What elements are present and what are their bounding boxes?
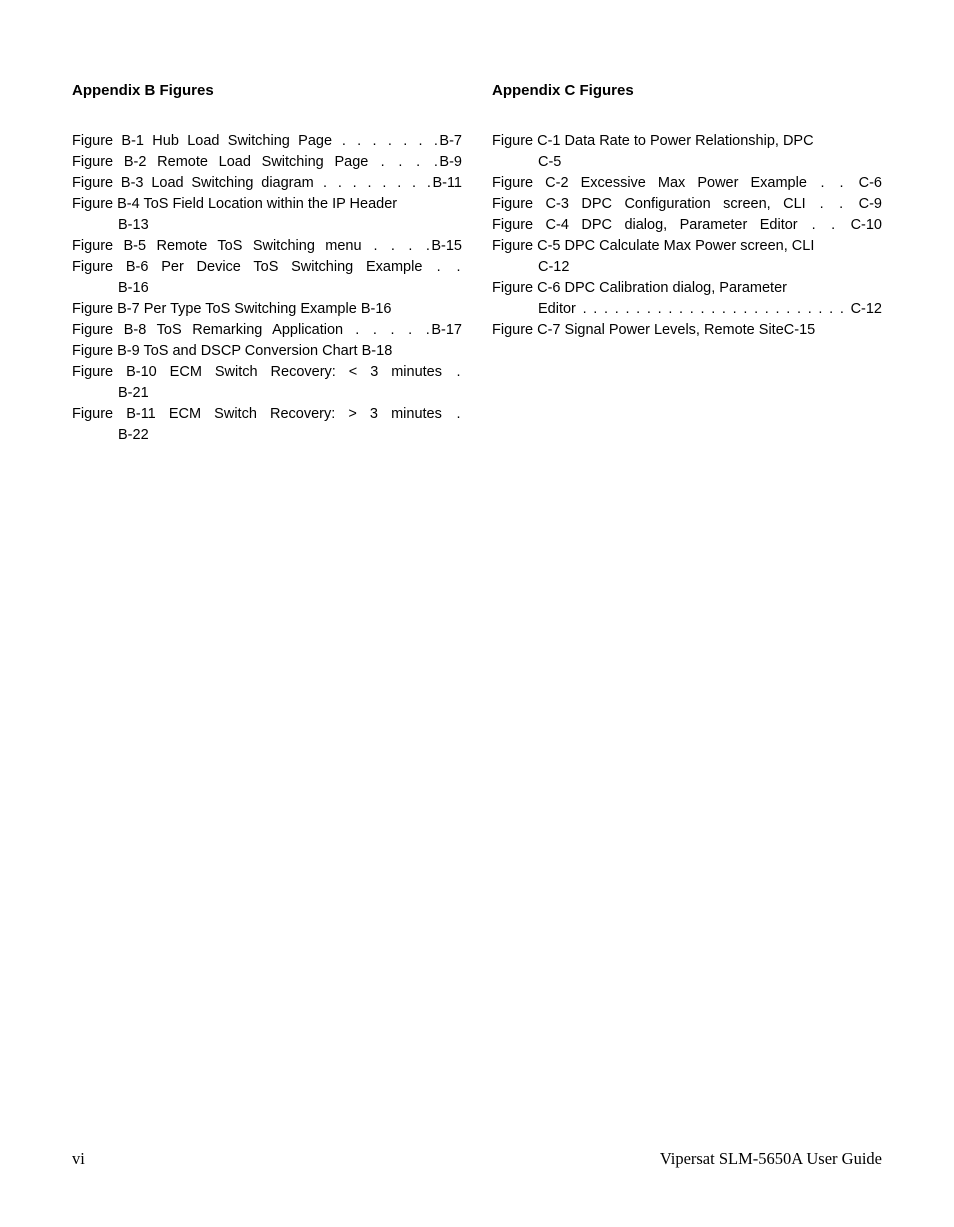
entry-dots: . . . . . bbox=[343, 322, 431, 338]
footer: vi Vipersat SLM-5650A User Guide bbox=[72, 1149, 882, 1169]
entry-text: Remote Load Switching Page bbox=[157, 154, 368, 170]
toc-entry: Figure C-2 Excessive Max Power Example .… bbox=[492, 173, 882, 194]
entry-prefix: Figure B-2 bbox=[72, 154, 157, 170]
entry-text: Excessive Max Power Example bbox=[581, 175, 807, 191]
toc-entry: Figure B-6 Per Device ToS Switching Exam… bbox=[72, 257, 462, 278]
entry-prefix: Figure B-9 bbox=[72, 343, 143, 359]
entry-dots: . . bbox=[807, 175, 859, 191]
entry-prefix: Figure B-11 bbox=[72, 406, 169, 422]
entry-prefix: Figure B-6 bbox=[72, 259, 161, 275]
toc-entry: Figure B-3 Load Switching diagram . . . … bbox=[72, 173, 462, 194]
entry-continuation: B-13 bbox=[72, 215, 462, 236]
entry-prefix: Figure C-5 bbox=[492, 238, 565, 254]
entry-continuation: B-22 bbox=[72, 425, 462, 446]
entry-text: DPC Configuration screen, CLI bbox=[581, 196, 805, 212]
entry-dots: . bbox=[442, 406, 462, 422]
entry-dots: . . bbox=[422, 259, 462, 275]
left-entries: Figure B-1 Hub Load Switching Page . . .… bbox=[72, 131, 462, 446]
toc-entry: Figure C-1 Data Rate to Power Relationsh… bbox=[492, 131, 882, 152]
entry-page: C-15 bbox=[784, 322, 815, 338]
entry-text: DPC Calibration dialog, Parameter bbox=[565, 280, 787, 296]
toc-entry: Figure B-5 Remote ToS Switching menu . .… bbox=[72, 236, 462, 257]
entry-text: Per Type ToS Switching Example bbox=[144, 301, 361, 317]
entry-text: Remote ToS Switching menu bbox=[157, 238, 362, 254]
entry-text: Load Switching diagram bbox=[151, 175, 313, 191]
entry-prefix: Figure B-4 bbox=[72, 196, 143, 212]
entry-prefix: Figure B-3 bbox=[72, 175, 151, 191]
toc-entry: Figure C-4 DPC dialog, Parameter Editor … bbox=[492, 215, 882, 236]
entry-page: B-7 bbox=[439, 133, 462, 149]
entry-prefix: Figure C-3 bbox=[492, 196, 581, 212]
toc-entry: Figure B-9 ToS and DSCP Conversion Chart… bbox=[72, 341, 462, 362]
entry-prefix: Figure C-1 bbox=[492, 133, 565, 149]
entry-prefix: Figure B-1 bbox=[72, 133, 152, 149]
entry-page: C-10 bbox=[851, 217, 882, 233]
right-entries: Figure C-1 Data Rate to Power Relationsh… bbox=[492, 131, 882, 341]
entry-text: ToS Field Location within the IP Header bbox=[143, 196, 397, 212]
entry-text: ECM Switch Recovery: < 3 minutes bbox=[170, 364, 442, 380]
entry-continuation: C-5 bbox=[492, 152, 882, 173]
entry-dots: . . . . . . . bbox=[332, 133, 439, 149]
toc-entry: Figure B-1 Hub Load Switching Page . . .… bbox=[72, 131, 462, 152]
toc-entry: Figure C-3 DPC Configuration screen, CLI… bbox=[492, 194, 882, 215]
entry-prefix: Figure C-7 bbox=[492, 322, 565, 338]
left-section-title: Appendix B Figures bbox=[72, 82, 462, 99]
entry-page: B-15 bbox=[431, 238, 462, 254]
toc-entry: Figure C-5 DPC Calculate Max Power scree… bbox=[492, 236, 882, 257]
toc-entry: Figure B-7 Per Type ToS Switching Exampl… bbox=[72, 299, 462, 320]
entry-page: B-9 bbox=[439, 154, 462, 170]
entry-text: DPC Calculate Max Power screen, CLI bbox=[565, 238, 815, 254]
entry-page: B-11 bbox=[432, 175, 462, 191]
right-section-title: Appendix C Figures bbox=[492, 82, 882, 99]
entry-prefix: Figure B-10 bbox=[72, 364, 170, 380]
entry-prefix: Figure B-8 bbox=[72, 322, 157, 338]
entry-continuation: B-21 bbox=[72, 383, 462, 404]
left-column: Appendix B Figures Figure B-1 Hub Load S… bbox=[72, 82, 462, 446]
entry-dots: . . bbox=[806, 196, 859, 212]
doc-title: Vipersat SLM-5650A User Guide bbox=[660, 1149, 882, 1169]
entry-page: B-16 bbox=[361, 301, 392, 317]
entry-continuation: B-16 bbox=[72, 278, 462, 299]
entry-text: Data Rate to Power Relationship, DPC bbox=[565, 133, 814, 149]
page-number: vi bbox=[72, 1149, 85, 1169]
entry-prefix: Figure C-4 bbox=[492, 217, 581, 233]
toc-entry: Figure C-6 DPC Calibration dialog, Param… bbox=[492, 278, 882, 299]
entry-page: B-18 bbox=[362, 343, 393, 359]
entry-prefix: Figure B-5 bbox=[72, 238, 157, 254]
entry-text: ECM Switch Recovery: > 3 minutes bbox=[169, 406, 442, 422]
columns-container: Appendix B Figures Figure B-1 Hub Load S… bbox=[72, 82, 882, 446]
entry-text: DPC dialog, Parameter Editor bbox=[581, 217, 797, 233]
entry-dots: . . . . . . . . bbox=[314, 175, 433, 191]
toc-entry: Figure B-2 Remote Load Switching Page . … bbox=[72, 152, 462, 173]
toc-entry: Figure B-11 ECM Switch Recovery: > 3 min… bbox=[72, 404, 462, 425]
entry-dots: . . . . bbox=[368, 154, 439, 170]
entry-page: C-9 bbox=[859, 196, 882, 212]
entry-prefix: Figure C-6 bbox=[492, 280, 565, 296]
entry-continuation: Editor . . . . . . . . . . . . . . . . .… bbox=[492, 299, 882, 320]
entry-text: Per Device ToS Switching Example bbox=[161, 259, 422, 275]
entry-dots: . bbox=[442, 364, 462, 380]
entry-page: B-17 bbox=[431, 322, 462, 338]
toc-entry: Figure B-10 ECM Switch Recovery: < 3 min… bbox=[72, 362, 462, 383]
entry-dots: . . . . bbox=[362, 238, 432, 254]
entry-text: Signal Power Levels, Remote Site bbox=[565, 322, 784, 338]
toc-entry: Figure B-8 ToS Remarking Application . .… bbox=[72, 320, 462, 341]
entry-text: Hub Load Switching Page bbox=[152, 133, 332, 149]
entry-continuation: C-12 bbox=[492, 257, 882, 278]
entry-prefix: Figure C-2 bbox=[492, 175, 581, 191]
toc-entry: Figure B-4 ToS Field Location within the… bbox=[72, 194, 462, 215]
toc-entry: Figure C-7 Signal Power Levels, Remote S… bbox=[492, 320, 882, 341]
entry-dots: . . bbox=[798, 217, 851, 233]
entry-page: C-6 bbox=[859, 175, 882, 191]
entry-text: ToS and DSCP Conversion Chart bbox=[143, 343, 361, 359]
entry-text: ToS Remarking Application bbox=[157, 322, 343, 338]
right-column: Appendix C Figures Figure C-1 Data Rate … bbox=[492, 82, 882, 446]
entry-prefix: Figure B-7 bbox=[72, 301, 144, 317]
